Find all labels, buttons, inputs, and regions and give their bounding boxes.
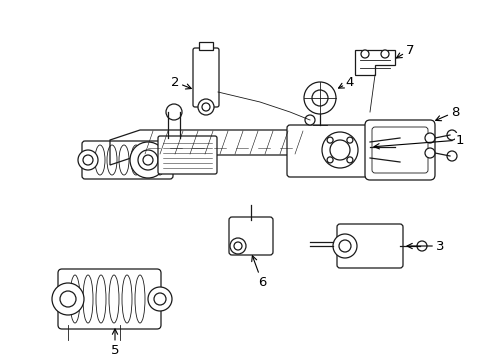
Circle shape [446, 130, 456, 140]
Text: 8: 8 [435, 105, 458, 121]
Circle shape [130, 142, 165, 178]
Circle shape [346, 157, 352, 163]
FancyBboxPatch shape [58, 269, 161, 329]
Circle shape [83, 155, 93, 165]
FancyBboxPatch shape [336, 224, 402, 268]
FancyBboxPatch shape [364, 120, 434, 180]
Circle shape [346, 137, 352, 143]
Circle shape [198, 99, 214, 115]
Circle shape [234, 242, 242, 250]
FancyBboxPatch shape [228, 217, 272, 255]
Circle shape [78, 150, 98, 170]
Circle shape [332, 234, 356, 258]
Circle shape [380, 50, 388, 58]
FancyBboxPatch shape [193, 48, 219, 107]
Text: 7: 7 [396, 44, 413, 58]
Circle shape [424, 148, 434, 158]
Text: 4: 4 [338, 76, 353, 89]
Circle shape [416, 241, 426, 251]
Text: 5: 5 [110, 329, 119, 356]
Text: 2: 2 [170, 76, 191, 89]
Text: 3: 3 [406, 239, 443, 252]
Circle shape [424, 133, 434, 143]
Circle shape [446, 151, 456, 161]
Circle shape [360, 50, 368, 58]
Circle shape [305, 115, 314, 125]
Circle shape [326, 157, 332, 163]
FancyBboxPatch shape [158, 136, 217, 174]
Circle shape [154, 293, 165, 305]
Text: 6: 6 [251, 256, 265, 288]
Circle shape [60, 291, 76, 307]
Circle shape [52, 283, 84, 315]
Circle shape [165, 104, 182, 120]
Polygon shape [110, 130, 369, 165]
Circle shape [229, 238, 245, 254]
Polygon shape [354, 50, 394, 75]
Circle shape [321, 132, 357, 168]
Circle shape [148, 287, 172, 311]
Circle shape [202, 103, 209, 111]
Circle shape [326, 137, 332, 143]
Bar [199, 42, 213, 50]
Circle shape [338, 240, 350, 252]
Circle shape [329, 140, 349, 160]
Circle shape [142, 155, 153, 165]
Circle shape [138, 150, 158, 170]
Circle shape [304, 82, 335, 114]
Text: 1: 1 [373, 134, 463, 149]
Polygon shape [299, 138, 394, 156]
Circle shape [311, 90, 327, 106]
FancyBboxPatch shape [286, 125, 372, 177]
